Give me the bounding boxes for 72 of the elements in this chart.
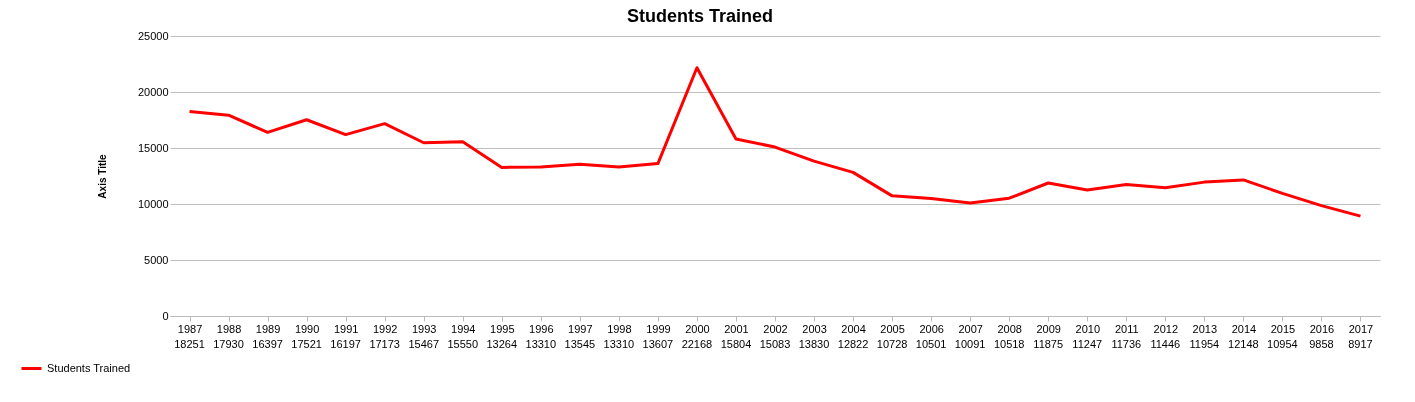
data-label: 22168 (681, 338, 713, 350)
y-tick-label: 25000 (137, 29, 169, 42)
x-tick-label: 1998 (607, 322, 632, 335)
y-tick-label: 0 (162, 309, 169, 322)
x-tick-label: 2011 (1114, 322, 1139, 335)
x-tick-label: 2002 (763, 322, 788, 335)
data-label: 8917 (1348, 338, 1373, 350)
x-tick-label: 1999 (646, 322, 671, 335)
x-tick-label: 1995 (490, 322, 515, 335)
y-tick-label: 10000 (137, 197, 169, 210)
x-tick-label: 2003 (802, 322, 827, 335)
data-label: 17930 (213, 338, 244, 350)
x-tick-label: 2006 (919, 322, 944, 335)
data-label: 18251 (174, 338, 205, 350)
x-tick-label: 2013 (1192, 322, 1218, 335)
x-tick-label: 1993 (411, 322, 437, 335)
x-tick-label: 1996 (529, 322, 554, 335)
data-label: 11446 (1150, 338, 1181, 350)
x-tick-label: 2005 (880, 322, 905, 335)
x-tick-label: 2004 (841, 322, 866, 335)
x-tick-label: 2014 (1231, 322, 1257, 335)
x-tick-label: 1991 (333, 322, 359, 335)
data-label: 10501 (915, 338, 947, 350)
x-tick-label: 1992 (372, 322, 398, 335)
line-series (188, 66, 1362, 218)
data-label: 10954 (1267, 338, 1298, 350)
x-tick-label: 2000 (685, 322, 710, 335)
chart-title: Students Trained (626, 6, 774, 26)
data-label: 13264 (486, 338, 518, 350)
data-label: 10091 (954, 338, 986, 350)
x-tick-label: 2015 (1270, 322, 1296, 335)
data-label: 12822 (837, 338, 869, 350)
x-tick-label: 1987 (177, 322, 203, 335)
x-tick-label: 2008 (997, 322, 1022, 335)
data-label: 9858 (1309, 338, 1334, 350)
data-label: 15467 (408, 338, 440, 350)
legend-label: Students Trained (47, 361, 131, 374)
data-label: 16397 (252, 338, 283, 350)
data-label: 15550 (447, 338, 479, 350)
data-label: 11736 (1111, 338, 1142, 350)
x-tick-label: 1990 (294, 322, 320, 335)
data-label: 15083 (759, 338, 791, 350)
y-tick-label: 20000 (137, 85, 169, 98)
x-tick-label: 2007 (958, 322, 983, 335)
x-tick-label: 2016 (1309, 322, 1335, 335)
y-tick-label: 15000 (137, 141, 169, 154)
y-axis-title: Axis Title (96, 153, 108, 199)
x-tick-label: 2017 (1348, 322, 1374, 335)
data-label: 10518 (993, 338, 1025, 350)
data-label: 11247 (1072, 338, 1103, 350)
x-tick-label: 2012 (1153, 322, 1179, 335)
x-tick-label: 2001 (724, 322, 749, 335)
data-label: 11875 (1033, 338, 1064, 350)
x-tick-label: 1994 (451, 322, 476, 335)
x-tick-label: 2009 (1036, 322, 1061, 335)
data-label: 17521 (291, 338, 322, 350)
x-tick-label: 1989 (255, 322, 281, 335)
x-tick-label: 1988 (216, 322, 242, 335)
data-label: 17173 (369, 338, 400, 350)
data-label: 16197 (330, 338, 361, 350)
data-label: 13545 (564, 338, 596, 350)
data-label: 10728 (876, 338, 908, 350)
y-tick-label: 5000 (144, 253, 169, 266)
data-label: 12148 (1228, 338, 1259, 350)
data-label: 13310 (525, 338, 557, 350)
data-label: 11954 (1189, 338, 1220, 350)
data-label: 13310 (603, 338, 635, 350)
data-label: 15804 (720, 338, 752, 350)
data-label: 13607 (642, 338, 674, 350)
data-label: 13830 (798, 338, 830, 350)
x-tick-label: 2010 (1075, 322, 1100, 335)
x-tick-label: 1997 (568, 322, 593, 335)
